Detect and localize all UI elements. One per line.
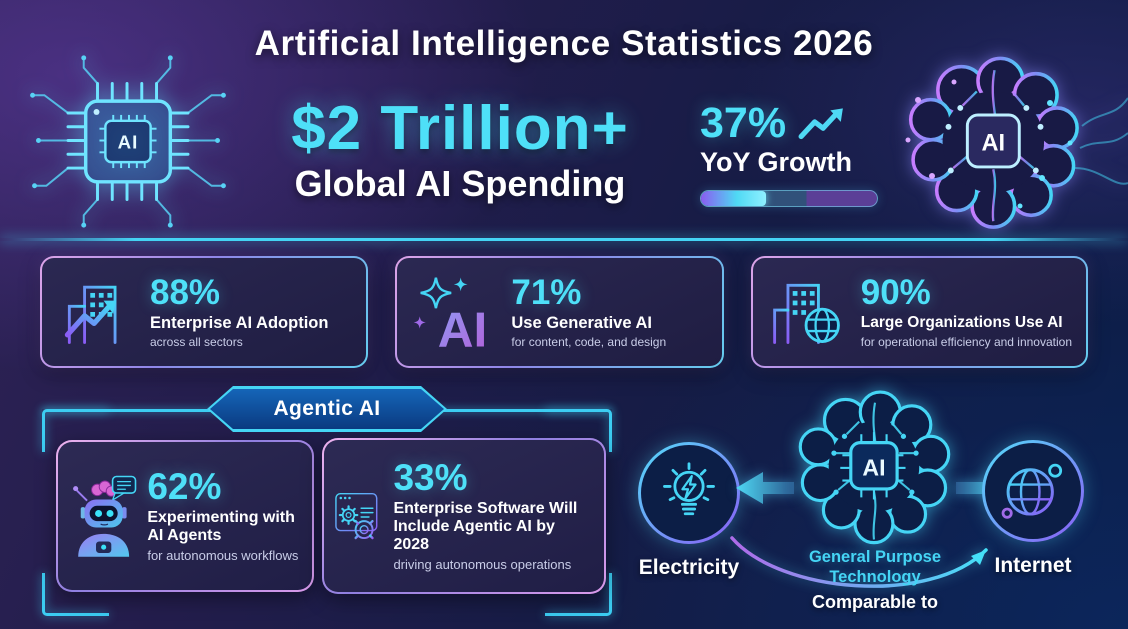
trending-up-icon (798, 108, 843, 140)
stat-label: Experimenting with AI Agents (147, 509, 295, 545)
global-spending-label: Global AI Spending (294, 163, 626, 205)
general-purpose-technology-label: General Purpose Technology (775, 548, 975, 588)
stat-label: Enterprise Software Will Include Agentic… (393, 500, 578, 553)
stat-card-large-orgs: 90% Large Organizations Use AI for opera… (750, 256, 1089, 368)
agentic-card-enterprise-software: 33% Enterprise Software Will Include Age… (322, 438, 606, 594)
agentic-ai-section: Agentic AI (38, 388, 616, 618)
gpt-label-line1: General Purpose (808, 548, 942, 566)
brain-chip-label: AI (982, 130, 1006, 156)
growth-progress-fill (701, 191, 767, 206)
gpt-brain-icon: AI (798, 390, 951, 545)
stat-percent: 71% (511, 272, 582, 312)
internet-node: Internet (982, 440, 1084, 578)
hero-block: $2 Trillion+ Global AI Spending (250, 96, 670, 205)
growth-progress-bar (700, 190, 878, 207)
stat-percent: 90% (860, 273, 931, 313)
frame-corner-icon (545, 409, 612, 452)
yoy-growth-value: 37% (700, 99, 787, 147)
buildings-growth-icon (62, 285, 125, 344)
chip-label: AI (118, 131, 139, 152)
gpt-label-line2: Technology (829, 567, 921, 586)
svg-text:AI: AI (438, 302, 488, 352)
stat-sub: for content, code, and design (511, 335, 667, 350)
comparable-to-caption: Comparable to (811, 592, 939, 612)
page-title: Artificial Intelligence Statistics 2026 (254, 24, 874, 63)
stat-card-generative-ai: AI 71% Use Generative AI for content, co… (395, 256, 724, 368)
ai-brain-icon: AI (905, 56, 1128, 229)
stat-percent: 88% (150, 272, 221, 312)
yoy-growth-label: YoY Growth (700, 147, 853, 177)
electricity-node: Electricity (638, 442, 740, 580)
buildings-globe-icon (769, 276, 840, 344)
global-spending-value: $2 Trillion+ (291, 94, 629, 163)
yoy-growth-block: 37% YoY Growth (700, 102, 890, 207)
robot-icon (73, 475, 137, 557)
comparison-section: Electricity (630, 390, 1122, 626)
stat-label: Large Organizations Use AI (860, 314, 1063, 332)
stat-label: Enterprise AI Adoption (150, 313, 329, 332)
curved-arrow-icon (730, 536, 988, 588)
stat-sub: for operational efficiency and innovatio… (860, 334, 1073, 349)
section-divider (0, 238, 1128, 241)
ai-chip-icon: AI (30, 55, 226, 228)
stat-percent: 62% (147, 466, 222, 508)
lightbulb-bolt-icon (663, 462, 715, 516)
stat-sub: driving autonomous operations (393, 556, 572, 572)
frame-corner-icon (42, 409, 109, 452)
stat-sub: across all sectors (150, 335, 243, 350)
agentic-ai-badge-label: Agentic AI (210, 389, 444, 429)
electricity-label: Electricity (638, 556, 740, 579)
stat-card-enterprise-adoption: 88% Enterprise AI Adoption across all se… (40, 256, 369, 368)
agentic-card-ai-agents: 62% Experimenting with AI Agents for aut… (56, 440, 314, 592)
gpt-chip-label: AI (862, 454, 885, 480)
stat-sub: for autonomous workflows (147, 547, 299, 563)
globe-icon (1001, 463, 1063, 519)
sparkles-ai-icon: AI (413, 277, 488, 352)
frame-corner-icon (545, 573, 612, 616)
internet-label: Internet (994, 554, 1072, 577)
stats-row: 88% Enterprise AI Adoption across all se… (40, 256, 1089, 368)
stat-label: Use Generative AI (511, 313, 652, 332)
stat-percent: 33% (393, 457, 468, 499)
software-gears-icon (335, 492, 378, 543)
arrow-left-icon (736, 472, 794, 504)
frame-corner-icon (42, 573, 109, 616)
agentic-ai-badge: Agentic AI (207, 386, 447, 432)
